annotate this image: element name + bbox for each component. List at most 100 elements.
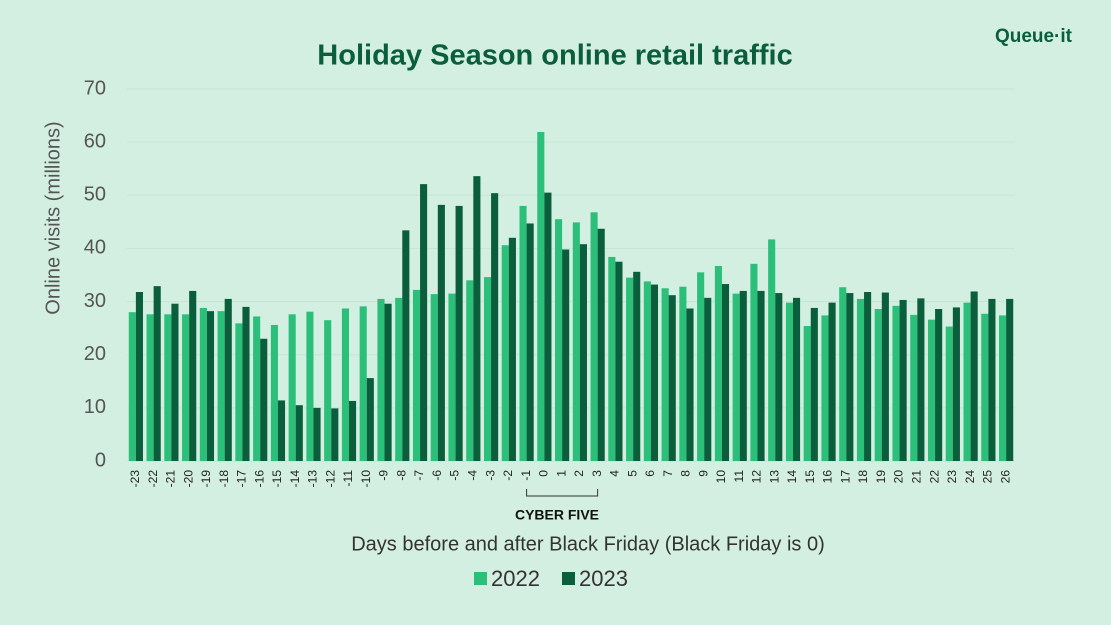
bar	[793, 297, 801, 461]
bar	[491, 193, 499, 461]
x-tick-label: -2	[501, 470, 515, 481]
y-tick-label: 0	[95, 449, 106, 471]
x-tick-label: -14	[288, 470, 302, 488]
bar	[562, 249, 570, 461]
x-tick-label: 15	[803, 470, 817, 484]
x-tick-label: 24	[963, 470, 977, 484]
x-tick-label: 17	[838, 470, 852, 484]
bar	[757, 290, 765, 461]
x-tick-label: 8	[679, 470, 693, 477]
x-tick-label: 13	[767, 470, 781, 484]
brand-logo: Queue·it	[995, 26, 1073, 47]
bar	[171, 303, 179, 461]
x-tick-label: -3	[483, 470, 497, 481]
bar	[384, 303, 392, 461]
bar	[128, 312, 136, 461]
bar	[395, 297, 403, 461]
x-tick-label: -6	[430, 470, 444, 481]
bar	[437, 204, 445, 461]
bar	[999, 315, 1007, 461]
bar	[590, 212, 598, 461]
bar	[892, 305, 900, 461]
bar	[679, 286, 687, 461]
bar	[501, 245, 509, 461]
x-tick-label: 0	[537, 470, 551, 477]
x-tick-label: 23	[945, 470, 959, 484]
bar	[189, 290, 197, 461]
x-tick-label: -5	[448, 470, 462, 481]
bar	[324, 320, 332, 461]
legend-swatch	[562, 572, 575, 585]
x-tick-label: -9	[377, 470, 391, 481]
bar	[164, 314, 172, 461]
x-tick-label: 25	[981, 470, 995, 484]
bar	[963, 302, 971, 461]
x-tick-label: 3	[590, 470, 604, 477]
x-tick-label: 4	[608, 470, 622, 477]
bar	[650, 284, 659, 461]
y-tick-label: 20	[84, 343, 106, 365]
bar	[910, 314, 918, 461]
legend-label: 2022	[491, 566, 540, 591]
bar	[704, 297, 712, 461]
x-tick-label: -1	[519, 470, 533, 481]
x-tick-label: 21	[909, 470, 923, 484]
bar	[260, 338, 268, 461]
x-tick-label: 10	[714, 470, 728, 484]
bar	[466, 280, 474, 461]
bar	[917, 298, 925, 461]
x-tick-label: 14	[785, 470, 799, 484]
x-tick-label: 20	[892, 470, 906, 484]
bar	[686, 308, 694, 461]
bar	[864, 292, 872, 461]
x-tick-label: -11	[341, 470, 355, 487]
y-tick-label: 60	[84, 130, 106, 152]
bar	[739, 290, 747, 461]
bar	[988, 298, 996, 461]
x-tick-label: -13	[306, 470, 320, 488]
x-tick-label: 9	[696, 470, 710, 477]
bar	[572, 222, 580, 461]
legend-swatch	[474, 572, 487, 585]
x-tick-label: -10	[359, 470, 373, 488]
bar	[945, 326, 953, 461]
x-tick-label: 22	[927, 470, 941, 484]
bar	[402, 230, 410, 461]
bar	[341, 308, 349, 461]
bar	[874, 309, 882, 461]
x-tick-label: -16	[252, 470, 266, 488]
bar	[579, 244, 587, 461]
bar	[448, 293, 456, 461]
bar	[768, 239, 776, 461]
y-tick-label: 70	[84, 77, 106, 99]
x-tick-label: 12	[750, 470, 764, 484]
bar	[785, 302, 793, 461]
bar	[377, 298, 385, 461]
bar	[295, 405, 303, 461]
bar	[146, 314, 154, 461]
bar	[935, 309, 943, 461]
x-tick-label: 5	[625, 470, 639, 477]
bar	[597, 228, 605, 461]
bar	[306, 311, 314, 461]
legend-label: 2023	[579, 566, 628, 591]
x-tick-label: 19	[874, 470, 888, 484]
bar	[1006, 298, 1014, 461]
bar	[633, 271, 641, 461]
y-tick-label: 30	[84, 290, 106, 312]
x-tick-label: -22	[146, 470, 160, 488]
chart-title: Holiday Season online retail traffic	[317, 40, 792, 72]
bar	[846, 293, 854, 461]
bar	[135, 292, 143, 461]
bar	[810, 307, 818, 461]
annotation: CYBER FIVE	[515, 507, 599, 523]
bar	[359, 306, 367, 461]
bar	[721, 284, 730, 461]
x-tick-label: 16	[821, 470, 835, 484]
bar	[714, 265, 722, 461]
bar	[483, 277, 492, 461]
bar	[217, 311, 225, 461]
bar	[970, 291, 978, 461]
x-axis-label: Days before and after Black Friday (Blac…	[351, 533, 825, 555]
